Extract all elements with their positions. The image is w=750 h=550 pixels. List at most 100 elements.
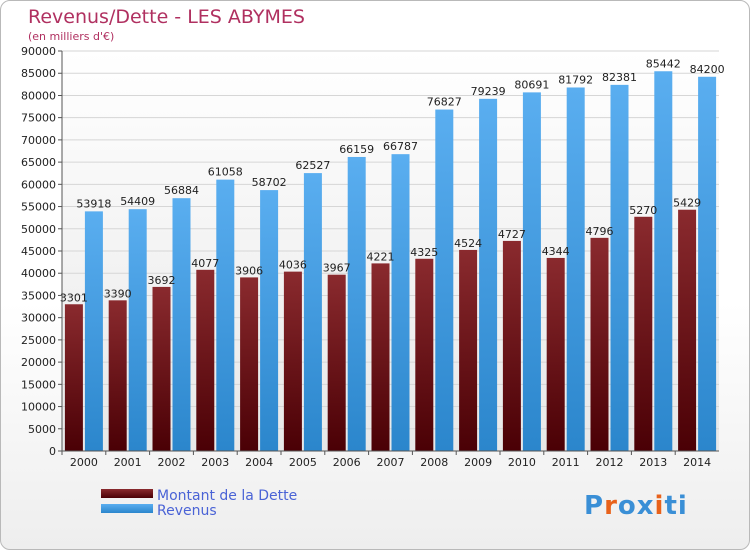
x-tick-label: 2002 — [158, 456, 186, 469]
data-label-revenus-2006: 66159 — [339, 143, 374, 156]
data-label-dette-2000: 3301 — [60, 291, 88, 304]
data-label-revenus-2011: 81792 — [558, 73, 593, 86]
y-tick-label: 40000 — [21, 267, 56, 280]
bar-dette-2001 — [108, 300, 127, 451]
y-tick-label: 70000 — [21, 134, 56, 147]
y-tick-label: 75000 — [21, 112, 56, 125]
data-label-dette-2014: 5429 — [673, 197, 701, 210]
bar-revenus-2000 — [84, 211, 103, 451]
bar-dette-2012 — [590, 237, 609, 451]
data-label-dette-2003: 4077 — [191, 257, 219, 270]
data-label-dette-2006: 3967 — [323, 262, 351, 275]
bar-revenus-2009 — [479, 98, 498, 452]
bar-revenus-2012 — [610, 84, 629, 452]
data-label-revenus-2014: 84200 — [690, 63, 725, 76]
y-tick-label: 30000 — [21, 312, 56, 325]
legend-label-debt: Montant de la Dette — [157, 488, 297, 504]
bar-dette-2002 — [152, 286, 171, 451]
bar-revenus-2002 — [172, 198, 191, 451]
data-label-revenus-2007: 66787 — [383, 140, 418, 153]
legend: Montant de la Dette Revenus — [101, 488, 297, 519]
data-label-revenus-2005: 62527 — [295, 159, 330, 172]
y-tick-label: 90000 — [21, 45, 56, 58]
bar-revenus-2010 — [522, 92, 541, 451]
y-tick-label: 50000 — [21, 223, 56, 236]
y-tick-label: 60000 — [21, 178, 56, 191]
data-label-dette-2012: 4796 — [586, 225, 614, 238]
data-label-dette-2002: 3692 — [148, 274, 176, 287]
data-label-revenus-2000: 53918 — [76, 197, 111, 210]
x-tick-label: 2007 — [377, 456, 405, 469]
x-tick-label: 2005 — [289, 456, 317, 469]
data-label-dette-2001: 3390 — [104, 287, 132, 300]
bar-dette-2010 — [502, 240, 521, 451]
bar-dette-2014 — [678, 209, 697, 451]
x-tick-label: 2009 — [464, 456, 492, 469]
bar-revenus-2005 — [303, 173, 322, 451]
bar-dette-2005 — [283, 271, 302, 451]
data-label-revenus-2001: 54409 — [120, 195, 155, 208]
data-label-dette-2013: 5270 — [629, 204, 657, 217]
x-tick-label: 2003 — [201, 456, 229, 469]
y-tick-label: 20000 — [21, 356, 56, 369]
data-label-revenus-2008: 76827 — [427, 96, 462, 109]
x-tick-label: 2012 — [596, 456, 624, 469]
y-tick-label: 10000 — [21, 401, 56, 414]
bar-revenus-2006 — [347, 156, 366, 451]
data-label-dette-2010: 4727 — [498, 228, 526, 241]
bar-dette-2008 — [415, 258, 434, 451]
data-label-revenus-2012: 82381 — [602, 71, 637, 84]
y-tick-label: 25000 — [21, 334, 56, 347]
data-label-revenus-2010: 80691 — [514, 78, 549, 91]
bar-dette-2003 — [196, 269, 215, 451]
data-label-revenus-2004: 58702 — [252, 176, 287, 189]
y-tick-label: 0 — [49, 445, 56, 458]
bar-dette-2000 — [64, 304, 83, 451]
x-tick-label: 2014 — [683, 456, 711, 469]
data-label-revenus-2002: 56884 — [164, 184, 199, 197]
data-label-dette-2011: 4344 — [542, 245, 570, 258]
x-tick-label: 2010 — [508, 456, 536, 469]
x-tick-label: 2001 — [114, 456, 142, 469]
y-tick-label: 80000 — [21, 89, 56, 102]
bar-dette-2006 — [327, 274, 346, 451]
data-label-dette-2008: 4325 — [410, 246, 438, 259]
legend-swatch-revenus — [101, 504, 153, 513]
bar-dette-2011 — [546, 257, 565, 451]
legend-label-revenus: Revenus — [157, 503, 217, 519]
x-tick-label: 2013 — [639, 456, 667, 469]
data-label-dette-2004: 3906 — [235, 264, 263, 277]
y-tick-label: 55000 — [21, 201, 56, 214]
bar-revenus-2003 — [216, 179, 235, 451]
x-tick-label: 2006 — [333, 456, 361, 469]
data-label-dette-2009: 4524 — [454, 237, 482, 250]
bar-revenus-2007 — [391, 154, 410, 451]
bar-dette-2009 — [459, 249, 478, 451]
y-tick-label: 5000 — [28, 423, 56, 436]
y-tick-label: 85000 — [21, 67, 56, 80]
bar-dette-2007 — [371, 263, 390, 451]
legend-swatch-debt — [101, 489, 153, 498]
x-tick-label: 2004 — [245, 456, 273, 469]
chart-subtitle: (en milliers d'€) — [28, 30, 115, 43]
chart-title: Revenus/Dette - LES ABYMES — [28, 6, 305, 28]
bar-revenus-2013 — [654, 71, 673, 451]
x-tick-label: 2000 — [70, 456, 98, 469]
data-label-revenus-2013: 85442 — [646, 57, 681, 70]
data-label-revenus-2003: 61058 — [208, 166, 243, 179]
proxiti-logo: Proxiti — [584, 491, 688, 521]
y-tick-label: 45000 — [21, 245, 56, 258]
bar-dette-2013 — [634, 216, 653, 451]
x-tick-label: 2011 — [552, 456, 580, 469]
x-tick-label: 2008 — [420, 456, 448, 469]
y-tick-label: 15000 — [21, 378, 56, 391]
data-label-dette-2005: 4036 — [279, 259, 307, 272]
bar-revenus-2004 — [260, 190, 279, 451]
data-label-revenus-2009: 79239 — [471, 85, 506, 98]
bar-revenus-2001 — [128, 209, 147, 451]
data-label-dette-2007: 4221 — [367, 250, 395, 263]
bar-revenus-2011 — [566, 87, 585, 451]
y-tick-label: 65000 — [21, 156, 56, 169]
